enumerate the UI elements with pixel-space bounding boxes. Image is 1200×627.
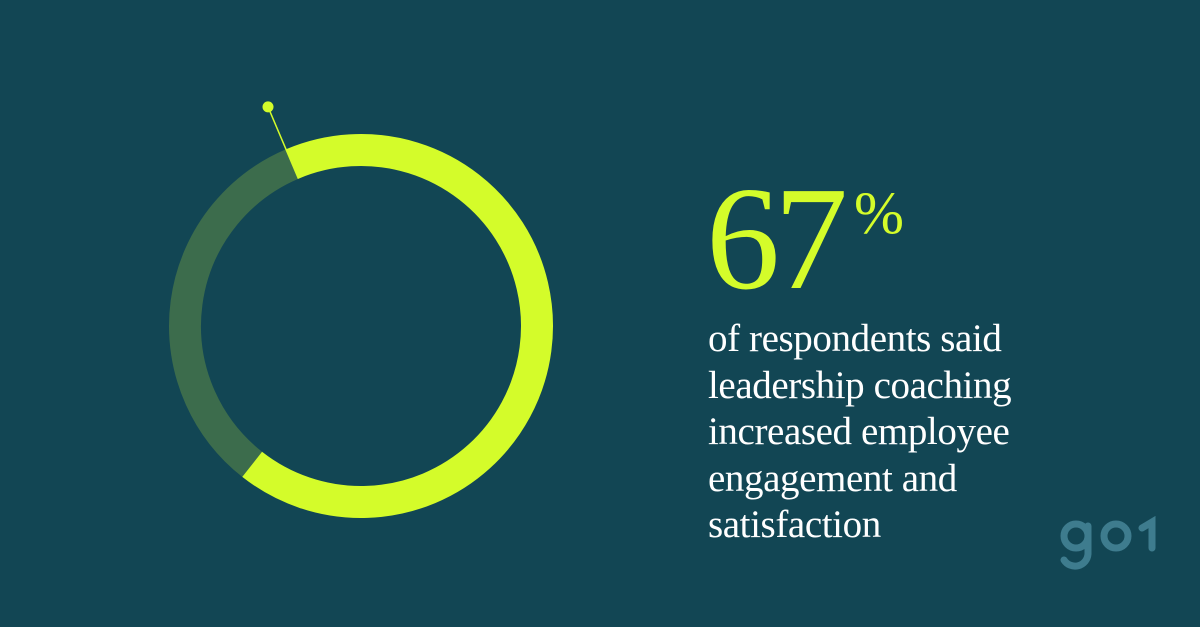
brand-logo xyxy=(1060,515,1156,570)
start-marker-dot xyxy=(262,101,274,113)
stat-number: 67 xyxy=(706,157,848,321)
start-marker-line xyxy=(267,106,300,180)
donut-remainder-arc xyxy=(169,149,299,477)
stat-figure: 67% xyxy=(706,165,904,313)
stat-caption: of respondents said leadership coaching … xyxy=(708,317,1012,546)
stat-unit: % xyxy=(854,180,904,246)
donut-highlight-arc xyxy=(242,134,553,518)
